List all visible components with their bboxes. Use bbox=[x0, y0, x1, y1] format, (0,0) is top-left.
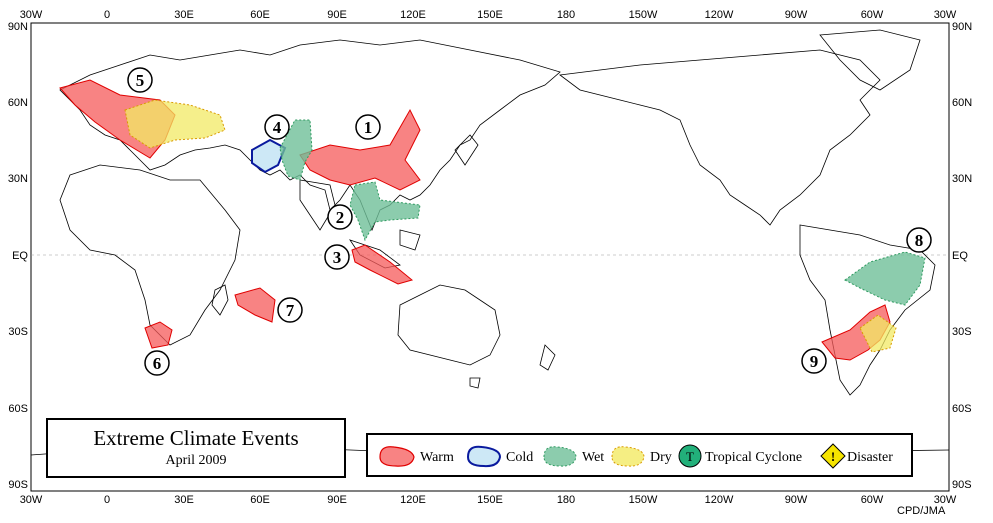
event-8-wet-region bbox=[844, 251, 926, 306]
lon-tick-bottom: 60W bbox=[861, 494, 884, 506]
event-marker-2 bbox=[327, 204, 353, 230]
lon-tick-top: 60E bbox=[250, 9, 270, 21]
event-6-warm-region bbox=[144, 321, 173, 349]
event-number-9: 9 bbox=[810, 352, 819, 371]
title-box: Extreme Climate Events April 2009 bbox=[46, 418, 346, 478]
event-regions bbox=[59, 79, 926, 361]
lon-tick-bottom: 180 bbox=[557, 494, 575, 506]
legend-warm-swatch bbox=[379, 446, 415, 467]
lat-tick-left: 60N bbox=[8, 97, 28, 109]
event-marker-7 bbox=[277, 297, 303, 323]
event-number-4: 4 bbox=[273, 118, 282, 137]
lon-tick-top: 30E bbox=[174, 9, 194, 21]
legend-cyclone-icon bbox=[678, 444, 702, 468]
legend-cyclone-label: Tropical Cyclone bbox=[705, 450, 802, 465]
lon-tick-top: 60W bbox=[861, 9, 884, 21]
legend-cold-label: Cold bbox=[506, 450, 533, 465]
event-4-cold-region bbox=[251, 138, 287, 174]
lon-tick-top: 180 bbox=[557, 9, 575, 21]
lon-tick-top: 150W bbox=[629, 9, 658, 21]
lon-tick-bottom: 120E bbox=[400, 494, 426, 506]
lon-tick-bottom: 30E bbox=[174, 494, 194, 506]
event-number-7: 7 bbox=[286, 301, 295, 320]
lon-tick-bottom: 30W bbox=[20, 494, 43, 506]
event-5-dry-region bbox=[124, 99, 226, 149]
event-marker-4 bbox=[264, 114, 290, 140]
lat-tick-right: 30S bbox=[952, 326, 972, 338]
lon-tick-top: 150E bbox=[477, 9, 503, 21]
event-number-5: 5 bbox=[136, 71, 145, 90]
top-longitude-labels: 30W 0 30E 60E 90E 120E 150E 180 150W 120… bbox=[20, 9, 957, 21]
event-number-2: 2 bbox=[336, 208, 345, 227]
lat-tick-right: 30N bbox=[952, 173, 972, 185]
legend-disaster-icon bbox=[820, 443, 846, 469]
lat-tick-left: 30N bbox=[8, 173, 28, 185]
lon-tick-bottom: 150E bbox=[477, 494, 503, 506]
lat-tick-right: 90S bbox=[952, 479, 972, 491]
legend: Warm Cold Wet Dry T Tropical Cyclone ! D… bbox=[366, 433, 913, 477]
lon-tick-top: 120W bbox=[705, 9, 734, 21]
lon-tick-top: 30W bbox=[934, 9, 957, 21]
legend-cyclone-symbol: T bbox=[686, 449, 694, 464]
lon-tick-top: 0 bbox=[104, 9, 110, 21]
event-marker-9 bbox=[801, 348, 827, 374]
legend-dry-swatch bbox=[611, 446, 645, 467]
title: Extreme Climate Events bbox=[93, 426, 299, 450]
lat-tick-left: 60S bbox=[8, 403, 28, 415]
lon-tick-top: 120E bbox=[400, 9, 426, 21]
lon-tick-bottom: 30W bbox=[934, 494, 957, 506]
lon-tick-top: 30W bbox=[20, 9, 43, 21]
credit: CPD/JMA bbox=[897, 505, 946, 517]
legend-wet-label: Wet bbox=[582, 450, 604, 465]
event-number-8: 8 bbox=[915, 231, 924, 250]
event-number-3: 3 bbox=[333, 248, 342, 267]
bottom-longitude-labels: 30W 0 30E 60E 90E 120E 150E 180 150W 120… bbox=[20, 494, 957, 506]
event-marker-3 bbox=[324, 244, 350, 270]
legend-svg: Warm Cold Wet Dry T Tropical Cyclone ! D… bbox=[379, 443, 893, 469]
legend-cold-swatch bbox=[466, 445, 502, 468]
lon-tick-bottom: 150W bbox=[629, 494, 658, 506]
lat-tick-left: EQ bbox=[12, 250, 28, 262]
left-latitude-labels: 90N 60N 30N EQ 30S 60S 90S bbox=[8, 21, 29, 491]
legend-wet-swatch bbox=[543, 446, 577, 467]
legend-disaster-label: Disaster bbox=[847, 450, 893, 465]
lon-tick-bottom: 90W bbox=[785, 494, 808, 506]
right-latitude-labels: 90N 60N 30N EQ 30S 60S 90S bbox=[952, 21, 972, 491]
event-markers: 1 2 3 4 5 6 7 8 9 bbox=[127, 67, 932, 376]
lat-tick-right: EQ bbox=[952, 250, 968, 262]
lat-tick-right: 60S bbox=[952, 403, 972, 415]
lon-tick-bottom: 60E bbox=[250, 494, 270, 506]
lat-tick-right: 90N bbox=[952, 21, 972, 33]
event-2-wet-region bbox=[349, 181, 421, 242]
legend-warm-label: Warm bbox=[420, 450, 454, 465]
lat-tick-left: 90N bbox=[8, 21, 28, 33]
event-3-warm-region bbox=[351, 244, 414, 285]
event-9-dry-region bbox=[859, 314, 897, 353]
lon-tick-bottom: 0 bbox=[104, 494, 110, 506]
event-marker-8 bbox=[906, 227, 932, 253]
lon-tick-top: 90E bbox=[327, 9, 347, 21]
lat-tick-left: 30S bbox=[8, 326, 28, 338]
lat-tick-right: 60N bbox=[952, 97, 972, 109]
event-number-1: 1 bbox=[364, 118, 373, 137]
lon-tick-bottom: 120W bbox=[705, 494, 734, 506]
event-number-6: 6 bbox=[153, 354, 162, 373]
lon-tick-bottom: 90E bbox=[327, 494, 347, 506]
event-1-warm-region bbox=[299, 108, 421, 191]
map-frame bbox=[30, 22, 950, 492]
event-4-wet-region bbox=[279, 119, 313, 181]
event-marker-6 bbox=[144, 350, 170, 376]
lon-tick-top: 90W bbox=[785, 9, 808, 21]
legend-disaster-symbol: ! bbox=[831, 449, 835, 464]
legend-dry-label: Dry bbox=[650, 450, 672, 465]
event-7-warm-region bbox=[234, 287, 276, 323]
event-marker-1 bbox=[355, 114, 381, 140]
event-marker-5 bbox=[127, 67, 153, 93]
subtitle: April 2009 bbox=[165, 453, 227, 468]
lat-tick-left: 90S bbox=[8, 479, 28, 491]
